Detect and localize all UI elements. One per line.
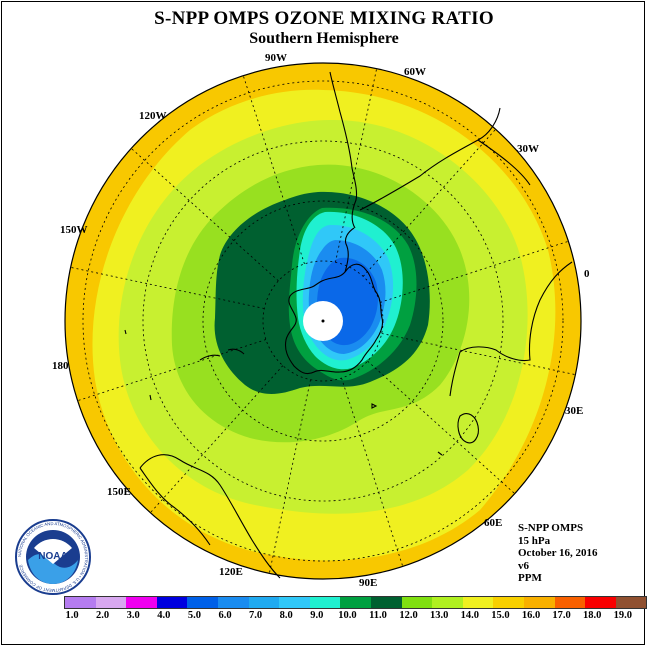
page-subtitle: Southern Hemisphere xyxy=(249,30,399,47)
lon-label-60w: 60W xyxy=(404,66,426,78)
colorbar-segment xyxy=(340,597,371,608)
colorbar-segment xyxy=(462,597,494,608)
meridians xyxy=(70,68,576,574)
colorbar-tick-label: 12.0 xyxy=(399,610,418,621)
data-version: v6 xyxy=(518,559,529,572)
lon-label-120w: 120W xyxy=(139,110,167,122)
colorbar-tick-label: 15.0 xyxy=(491,610,510,621)
coastlines xyxy=(124,71,573,579)
lat-circle-50s xyxy=(82,80,564,562)
product-info: S-NPP OMPS 15 hPa October 16, 2016 v6 PP… xyxy=(518,522,598,585)
small-island-b xyxy=(149,394,152,401)
colorbar-tick-label: 10.0 xyxy=(338,610,357,621)
colorbar-segment xyxy=(585,597,616,608)
colorbar-segment xyxy=(126,597,157,608)
colorbar-tick-label: 18.0 xyxy=(583,610,602,621)
lat-circle-60s xyxy=(142,140,504,502)
instrument-name: S-NPP OMPS xyxy=(518,522,584,534)
observation-date: October 16, 2016 xyxy=(518,547,598,559)
colorbar-segment xyxy=(432,597,463,608)
lat-circle-70s xyxy=(202,200,444,442)
latitude-circles xyxy=(82,80,564,562)
noaa-logo-text: NOAA xyxy=(38,551,67,562)
colorbar-labels: 1.0 2.0 3.0 4.0 5.0 6.0 7.0 8.0 9.0 10.0 11.0 12.0 1… xyxy=(0,610,648,624)
colorbar-tick-label: 2.0 xyxy=(96,610,110,621)
colorbar-segment xyxy=(217,597,249,608)
south-america-coastline xyxy=(329,71,531,229)
meridian-line xyxy=(381,333,576,376)
meridian-line xyxy=(367,360,515,494)
colorbar-tick-label: 9.0 xyxy=(310,610,324,621)
colorbar-tick-label: 11.0 xyxy=(369,610,387,621)
colorbar-segment xyxy=(187,597,218,608)
meridian-line xyxy=(77,339,267,402)
colorbar-segment xyxy=(309,597,341,608)
lon-label-150e: 150E xyxy=(107,486,131,498)
colorbar-tick-label: 13.0 xyxy=(430,610,449,621)
colorbar-segment xyxy=(279,597,310,608)
colorbar-segment xyxy=(156,597,188,608)
colorbar xyxy=(64,596,648,609)
new-zealand-coastline xyxy=(199,348,245,361)
lon-label-0: 0 xyxy=(584,268,590,280)
meridian-line xyxy=(335,68,378,263)
kerguelen-island xyxy=(371,403,378,409)
page-title: S-NPP OMPS OZONE MIXING RATIO xyxy=(154,8,494,29)
colorbar-tick-label: 16.0 xyxy=(521,610,541,621)
lon-label-30e: 30E xyxy=(565,405,584,417)
meridian-line xyxy=(268,379,311,574)
meridian-line xyxy=(150,365,284,513)
colorbar-tick-label: 8.0 xyxy=(279,610,293,621)
colorbar-segment xyxy=(554,597,586,608)
meridian-line xyxy=(362,129,496,277)
colorbar-tick-label: 14.0 xyxy=(460,610,479,621)
colorbar-tick-label: 6.0 xyxy=(218,610,232,621)
lon-label-180: 180 xyxy=(52,360,69,372)
lon-label-90e: 90E xyxy=(359,577,378,589)
map-boundary xyxy=(64,62,582,580)
lon-label-30w: 30W xyxy=(517,143,539,155)
colorbar-tick-label: 17.0 xyxy=(552,610,571,621)
colorbar-segment xyxy=(95,597,127,608)
colorbar-tick-label: 19.0 xyxy=(613,610,632,621)
small-island-a xyxy=(124,329,127,335)
small-island-c xyxy=(437,451,443,456)
colorbar-tick-label: 4.0 xyxy=(157,610,171,621)
lon-label-90w: 90W xyxy=(265,52,287,64)
colorbar-segment xyxy=(493,597,524,608)
meridian-line xyxy=(242,75,305,265)
lat-circle-80s xyxy=(262,260,384,382)
madagascar-coastline xyxy=(457,413,479,444)
africa-coastline xyxy=(449,261,573,397)
noaa-logo: NOAA NATIONAL OCEANIC AND ATMOSPHERIC AD… xyxy=(15,519,91,595)
colorbar-tick-label: 1.0 xyxy=(65,610,79,621)
antarctica-coastline xyxy=(284,263,384,375)
units: PPM xyxy=(518,572,542,584)
colorbar-segment xyxy=(523,597,555,608)
colorbar-tick-label: 7.0 xyxy=(249,610,263,621)
pressure-level: 15 hPa xyxy=(518,534,551,547)
colorbar-segment xyxy=(401,597,433,608)
lon-label-60e: 60E xyxy=(484,517,503,529)
south-pole-marker xyxy=(321,319,325,323)
meridian-line xyxy=(70,266,265,309)
lon-label-120e: 120E xyxy=(219,566,243,578)
antarctic-peninsula xyxy=(344,227,355,273)
colorbar-segment xyxy=(65,597,96,608)
colorbar-segment xyxy=(248,597,280,608)
colorbar-segment xyxy=(615,597,647,608)
meridian-line xyxy=(131,148,279,282)
colorbar-tick-label: 5.0 xyxy=(187,610,201,621)
colorbar-tick-label: 3.0 xyxy=(126,610,140,621)
colorbar-segment xyxy=(370,597,402,608)
lon-label-150w: 150W xyxy=(60,224,88,236)
